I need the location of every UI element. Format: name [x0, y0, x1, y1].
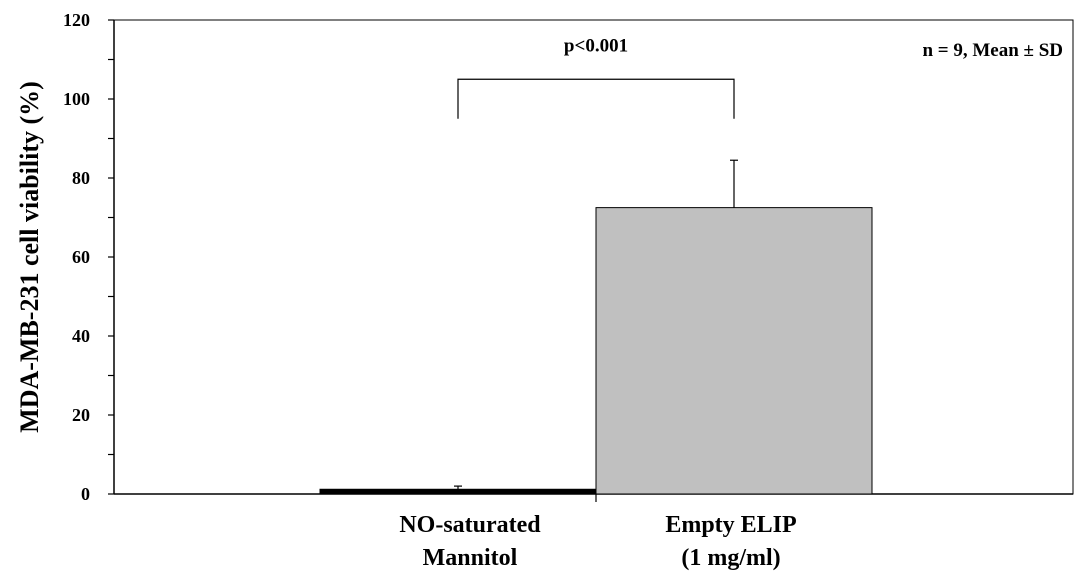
bars: [319, 207, 873, 495]
y-tick-label: 60: [72, 247, 90, 267]
y-tick-label: 0: [81, 484, 90, 504]
category-label-1: Empty ELIP: [665, 512, 796, 538]
y-tick-label: 80: [72, 168, 90, 188]
y-tick-label: 120: [63, 10, 90, 30]
y-tick-label: 100: [63, 89, 90, 109]
bar-1: [595, 207, 873, 495]
y-axis-label: MDA-MB-231 cell viability (%): [15, 81, 44, 433]
y-tick-label: 40: [72, 326, 90, 346]
category-label-0: NO-saturated: [399, 512, 541, 538]
error-bars: [454, 159, 738, 490]
significance-bracket: [457, 78, 735, 119]
y-axis-ticks: 0 20 40 60 80 100 120: [63, 10, 597, 504]
significance-label: p<0.001: [564, 36, 628, 57]
y-tick-label: 20: [72, 405, 90, 425]
category-label-0: Mannitol: [423, 545, 518, 571]
sample-size-note: n = 9, Mean ± SD: [922, 40, 1063, 61]
category-labels: NO-saturated Mannitol Empty ELIP (1 mg/ml): [399, 512, 796, 571]
plot-area-border: [113, 19, 1074, 495]
category-label-1: (1 mg/ml): [681, 545, 780, 571]
bar-0: [319, 488, 597, 495]
